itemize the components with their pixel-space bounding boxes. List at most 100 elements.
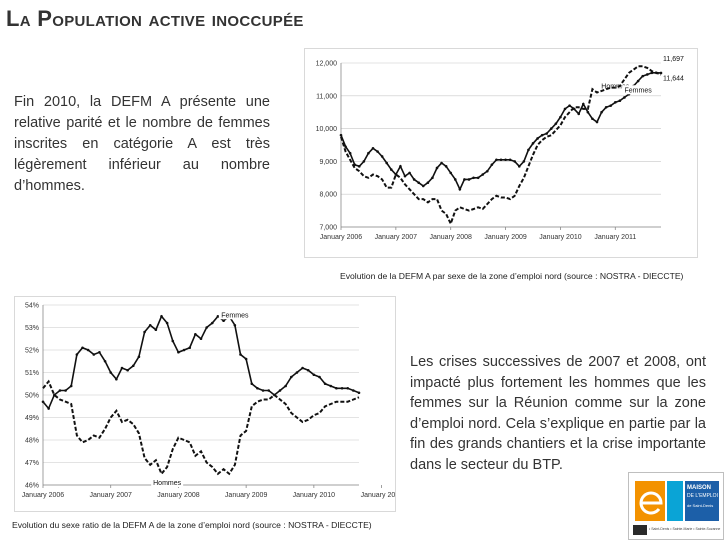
data-point xyxy=(256,386,259,390)
data-point xyxy=(289,375,293,379)
data-point xyxy=(284,384,287,388)
data-point xyxy=(426,181,430,185)
data-point xyxy=(335,386,338,390)
data-point xyxy=(69,384,73,388)
data-point xyxy=(641,74,645,78)
data-point xyxy=(499,158,503,162)
data-point xyxy=(239,353,242,356)
y-tick-label: 52% xyxy=(25,348,39,355)
data-point xyxy=(385,161,389,165)
data-point xyxy=(143,330,146,334)
data-point xyxy=(458,187,462,191)
data-point xyxy=(495,158,498,162)
end-value-label: 11,697 xyxy=(663,56,684,63)
chart-2-frame: 46% 47% 48% 49% 50% 51% 52% 53% 54% January 2006 J… xyxy=(14,296,403,512)
data-point xyxy=(165,321,169,325)
data-point xyxy=(199,337,203,341)
data-point xyxy=(295,371,299,374)
data-point xyxy=(171,339,175,343)
x-tick-label: January 2011 xyxy=(361,492,395,499)
data-point xyxy=(250,382,254,386)
data-point xyxy=(623,96,626,99)
data-point xyxy=(137,355,141,359)
data-point xyxy=(301,366,304,370)
logo-emblem-icon xyxy=(633,481,719,535)
x-tick-label: January 2010 xyxy=(539,234,582,241)
data-point xyxy=(233,323,237,327)
data-point xyxy=(160,314,163,318)
data-point xyxy=(210,321,214,325)
data-point xyxy=(306,368,310,372)
y-tick-label: 10,000 xyxy=(316,126,338,133)
data-point xyxy=(371,146,375,150)
logo-text-line2: DE L'EMPLOI xyxy=(687,493,718,499)
sex-ratio-chart: 46% 47% 48% 49% 50% 51% 52% 53% 54% January 2006 J… xyxy=(22,303,403,500)
chart-1-caption: Evolution de la DEFM A par sexe de la zo… xyxy=(340,271,684,281)
data-point xyxy=(586,110,590,114)
data-point xyxy=(536,137,539,140)
data-point xyxy=(485,169,489,173)
data-point xyxy=(98,350,101,354)
data-point xyxy=(517,165,521,168)
logo-text-line1: MAISON xyxy=(687,485,711,491)
data-point xyxy=(329,384,333,388)
series-label-bg xyxy=(218,310,251,320)
data-point xyxy=(120,366,124,370)
data-point xyxy=(453,178,457,181)
data-point xyxy=(222,319,225,323)
data-point xyxy=(399,165,402,168)
data-point xyxy=(444,165,448,168)
data-point xyxy=(41,400,45,404)
chart-2-caption: Evolution du sexe ratio de la DEFM A de … xyxy=(12,520,372,530)
data-point xyxy=(103,359,107,363)
y-tick-label: 46% xyxy=(25,483,39,490)
data-point xyxy=(527,148,530,152)
y-tick-label: 54% xyxy=(25,303,39,310)
series-label: Femmes xyxy=(221,312,249,319)
y-tick-label: 9,000 xyxy=(319,159,337,166)
data-point xyxy=(188,346,192,350)
data-point xyxy=(600,110,603,114)
x-tick-label: January 2008 xyxy=(157,492,200,499)
data-point xyxy=(318,375,321,379)
data-point xyxy=(604,105,608,109)
data-point xyxy=(339,133,343,137)
data-point xyxy=(346,386,350,390)
chart-1-frame: 7,000 8,000 9,000 10,000 11,000 12,000 January… xyxy=(304,48,698,258)
series-line-femmes xyxy=(42,314,360,411)
data-point xyxy=(81,346,84,350)
data-point xyxy=(476,176,480,180)
data-point xyxy=(513,160,517,163)
data-point xyxy=(490,163,494,166)
data-point xyxy=(636,79,640,83)
analysis-paragraph: Les crises successives de 2007 et 2008, … xyxy=(410,354,706,473)
data-point xyxy=(389,168,393,171)
data-point xyxy=(75,353,79,356)
y-tick-label: 11,000 xyxy=(316,93,337,100)
x-tick-label: January 2006 xyxy=(320,234,363,241)
data-point xyxy=(340,386,344,390)
data-point xyxy=(472,176,475,180)
data-point xyxy=(109,371,113,374)
data-point xyxy=(352,389,355,392)
data-point xyxy=(205,326,208,329)
x-tick-label: January 2007 xyxy=(90,492,133,499)
data-point xyxy=(417,181,421,185)
y-tick-label: 47% xyxy=(25,460,39,467)
data-point xyxy=(559,115,562,119)
end-value-label: 11,644 xyxy=(663,76,684,83)
x-tick-label: January 2009 xyxy=(484,234,527,241)
data-point xyxy=(86,348,90,352)
series-label-bg xyxy=(599,81,632,91)
data-point xyxy=(92,353,96,356)
data-point xyxy=(449,171,453,175)
data-point xyxy=(412,178,416,181)
x-tick-label: January 2007 xyxy=(375,234,418,241)
data-point xyxy=(357,165,361,168)
data-point xyxy=(522,160,526,163)
data-point xyxy=(244,357,248,361)
series-line-hommes xyxy=(42,379,360,476)
y-tick-label: 49% xyxy=(25,415,39,422)
data-point xyxy=(563,107,567,111)
data-point xyxy=(609,104,613,107)
